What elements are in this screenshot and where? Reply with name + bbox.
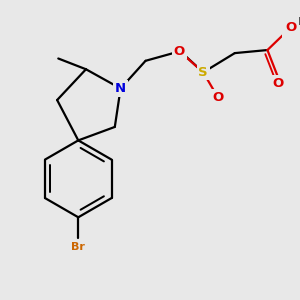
- Text: N: N: [115, 82, 126, 95]
- Text: O: O: [212, 91, 224, 104]
- Text: H: H: [298, 17, 300, 27]
- Text: S: S: [198, 66, 208, 79]
- Text: Br: Br: [71, 242, 85, 251]
- Text: O: O: [285, 21, 296, 34]
- Text: O: O: [273, 77, 284, 90]
- Text: O: O: [174, 45, 185, 58]
